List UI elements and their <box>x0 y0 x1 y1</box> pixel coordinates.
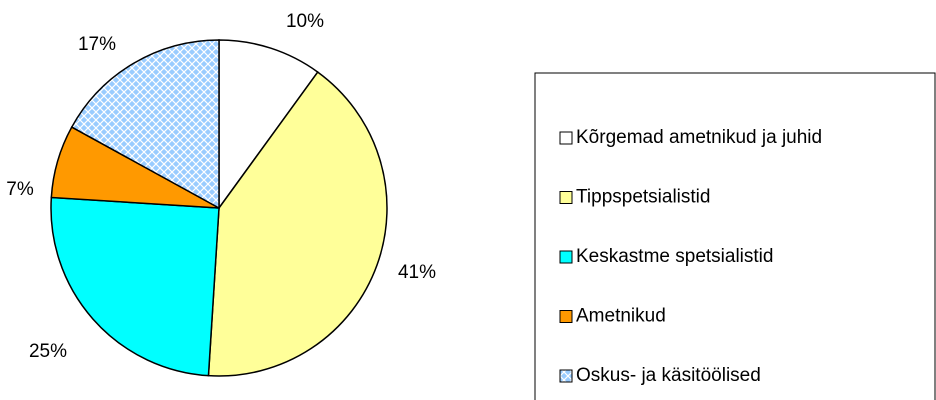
legend-label: Tippspetsialistid <box>576 187 710 208</box>
pie-slice <box>50 196 220 377</box>
legend-label: Oskus- ja käsitöölised <box>576 365 761 386</box>
data-label: 25% <box>29 341 67 362</box>
pie-slice <box>218 39 319 211</box>
legend-label: Keskastme spetsialistid <box>576 246 773 267</box>
data-label: 10% <box>286 11 324 32</box>
pie-slice <box>207 71 388 377</box>
legend-swatch <box>559 131 573 145</box>
pie-slice <box>70 39 220 210</box>
legend-swatch <box>559 191 573 204</box>
legend-swatch <box>559 369 573 383</box>
data-label: 7% <box>6 179 34 200</box>
legend-box <box>534 72 936 400</box>
data-label: 41% <box>398 262 436 283</box>
legend-label: Kõrgemad ametnikud ja juhid <box>576 127 822 148</box>
legend-label: Ametnikud <box>576 306 666 327</box>
legend-swatch <box>559 310 573 323</box>
data-label: 17% <box>78 34 116 55</box>
legend-swatch <box>559 250 573 264</box>
